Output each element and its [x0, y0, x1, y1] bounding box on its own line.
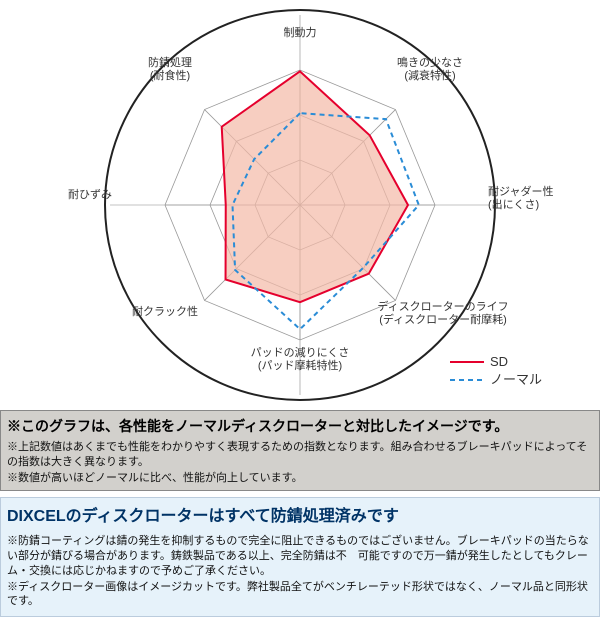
radar-svg: 制動力防錆処理(耐食性) 耐ひずみ耐クラック性パッドの減りにくさ(パッド摩耗特性)…: [0, 0, 600, 410]
info-box-1: ※このグラフは、各性能をノーマルディスクローターと対比したイメージです。 ※上記…: [0, 410, 600, 491]
svg-text:耐ひずみ: 耐ひずみ: [68, 188, 112, 201]
info2-note-1: ※防錆コーティングは錆の発生を抑制するもので完全に阻止できるものではございません…: [7, 534, 593, 579]
svg-text:SD: SD: [490, 354, 508, 369]
info2-headline: DIXCELのディスクローターはすべて防錆処理済みです: [7, 506, 593, 528]
svg-text:ノーマル: ノーマル: [490, 372, 542, 387]
svg-text:ディスクローターのライフ(ディスクローター耐摩耗): ディスクローターのライフ(ディスクローター耐摩耗): [377, 299, 508, 326]
radar-chart: 制動力防錆処理(耐食性) 耐ひずみ耐クラック性パッドの減りにくさ(パッド摩耗特性)…: [0, 0, 600, 410]
svg-text:鳴きの少なさ(減衰特性): 鳴きの少なさ(減衰特性): [397, 55, 463, 82]
info2-headline-b: 防錆処理済み: [271, 508, 367, 525]
info2-headline-c: です: [367, 508, 399, 525]
info1-note-2: ※数値が高いほどノーマルに比べ、性能が向上しています。: [7, 471, 593, 486]
info-box-2: DIXCELのディスクローターはすべて防錆処理済みです ※防錆コーティングは錆の…: [0, 497, 600, 617]
info2-note-2: ※ディスクローター画像はイメージカットです。弊社製品全てがベンチレーテッド形状で…: [7, 580, 593, 610]
svg-text:防錆処理(耐食性): 防錆処理(耐食性): [148, 55, 192, 82]
info2-headline-a: DIXCELのディスクローターはすべて: [7, 508, 271, 525]
info1-headline: ※このグラフは、各性能をノーマルディスクローターと対比したイメージです。: [7, 417, 593, 436]
svg-text:耐ジャダー性(出にくさ): 耐ジャダー性(出にくさ): [488, 184, 553, 211]
info1-note-1: ※上記数値はあくまでも性能をわかりやすく表現するための指数となります。組み合わせ…: [7, 440, 593, 470]
svg-text:制動力: 制動力: [284, 25, 317, 39]
svg-text:パッドの減りにくさ(パッド摩耗特性): パッドの減りにくさ(パッド摩耗特性): [251, 345, 350, 372]
svg-text:耐クラック性: 耐クラック性: [132, 304, 198, 318]
